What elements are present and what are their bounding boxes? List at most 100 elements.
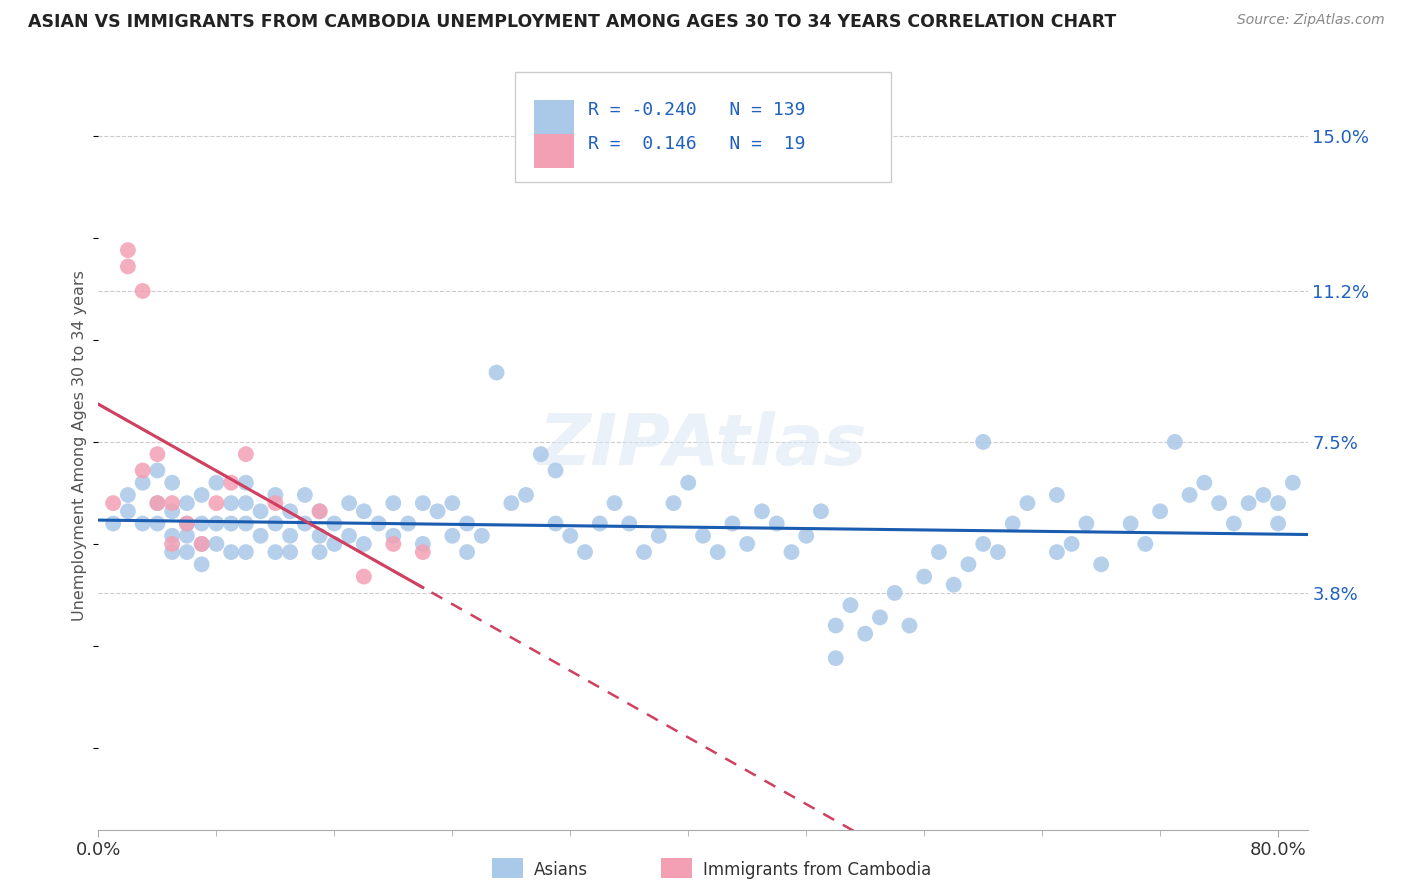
Point xyxy=(869,610,891,624)
Point xyxy=(883,586,905,600)
Point xyxy=(721,516,744,531)
Point xyxy=(662,496,685,510)
Point xyxy=(235,516,257,531)
Point xyxy=(219,516,242,531)
Point xyxy=(146,496,169,510)
Point xyxy=(160,496,183,510)
Text: R =  0.146   N =  19: R = 0.146 N = 19 xyxy=(588,135,806,153)
Point xyxy=(205,537,228,551)
Point xyxy=(160,537,183,551)
Point xyxy=(1223,516,1246,531)
Point xyxy=(633,545,655,559)
Point xyxy=(160,545,183,559)
Point xyxy=(294,488,316,502)
Point xyxy=(1149,504,1171,518)
Point xyxy=(735,537,758,551)
Point xyxy=(337,496,360,510)
Point xyxy=(205,496,228,510)
Point xyxy=(146,516,169,531)
Point xyxy=(117,243,139,257)
Point xyxy=(176,496,198,510)
Point xyxy=(382,496,405,510)
Point xyxy=(219,496,242,510)
Point xyxy=(898,618,921,632)
Point xyxy=(308,545,330,559)
Point xyxy=(146,463,169,477)
Point xyxy=(780,545,803,559)
Point xyxy=(1253,488,1275,502)
Point xyxy=(1178,488,1201,502)
Point xyxy=(692,529,714,543)
Point xyxy=(367,516,389,531)
Point xyxy=(1267,496,1289,510)
Point xyxy=(308,504,330,518)
Point xyxy=(1001,516,1024,531)
Point xyxy=(382,529,405,543)
Text: Asians: Asians xyxy=(534,861,588,879)
Point xyxy=(765,516,787,531)
Point xyxy=(1119,516,1142,531)
Point xyxy=(235,545,257,559)
Y-axis label: Unemployment Among Ages 30 to 34 years: Unemployment Among Ages 30 to 34 years xyxy=(72,270,87,622)
Point xyxy=(441,529,464,543)
Point xyxy=(353,504,375,518)
Point xyxy=(190,558,212,572)
Point xyxy=(1267,516,1289,531)
Point xyxy=(853,626,876,640)
Point xyxy=(396,516,419,531)
Point xyxy=(117,260,139,274)
Point xyxy=(1282,475,1305,490)
Point xyxy=(190,537,212,551)
Point xyxy=(1090,558,1112,572)
Point xyxy=(603,496,626,510)
Point xyxy=(249,529,271,543)
Point xyxy=(1237,496,1260,510)
Point xyxy=(928,545,950,559)
Point xyxy=(794,529,817,543)
Point xyxy=(619,516,641,531)
Point xyxy=(1060,537,1083,551)
Point xyxy=(235,447,257,461)
Point xyxy=(190,516,212,531)
Point xyxy=(190,488,212,502)
Point xyxy=(176,516,198,531)
Point xyxy=(131,284,153,298)
Point xyxy=(235,496,257,510)
Point xyxy=(1046,545,1069,559)
Point xyxy=(205,516,228,531)
Point xyxy=(249,504,271,518)
Point xyxy=(264,496,287,510)
Point xyxy=(810,504,832,518)
Point xyxy=(957,558,980,572)
Point xyxy=(456,516,478,531)
Point xyxy=(176,545,198,559)
Point xyxy=(382,537,405,551)
Text: R = -0.240   N = 139: R = -0.240 N = 139 xyxy=(588,101,806,119)
Point xyxy=(353,569,375,583)
Point xyxy=(412,496,434,510)
Point xyxy=(501,496,523,510)
Point xyxy=(176,529,198,543)
Point xyxy=(190,537,212,551)
Point xyxy=(1017,496,1039,510)
Point xyxy=(456,545,478,559)
Point xyxy=(308,529,330,543)
Point xyxy=(101,496,124,510)
Point xyxy=(101,516,124,531)
Point xyxy=(117,488,139,502)
Point xyxy=(471,529,494,543)
Point xyxy=(146,496,169,510)
Point xyxy=(972,434,994,449)
Text: ASIAN VS IMMIGRANTS FROM CAMBODIA UNEMPLOYMENT AMONG AGES 30 TO 34 YEARS CORRELA: ASIAN VS IMMIGRANTS FROM CAMBODIA UNEMPL… xyxy=(28,13,1116,31)
Point xyxy=(219,475,242,490)
Point xyxy=(1164,434,1187,449)
Point xyxy=(205,475,228,490)
Point xyxy=(131,475,153,490)
Point xyxy=(323,516,346,531)
Point xyxy=(942,578,965,592)
Point xyxy=(544,463,567,477)
Point xyxy=(706,545,728,559)
Point xyxy=(839,598,862,612)
Point xyxy=(323,537,346,551)
Point xyxy=(412,545,434,559)
